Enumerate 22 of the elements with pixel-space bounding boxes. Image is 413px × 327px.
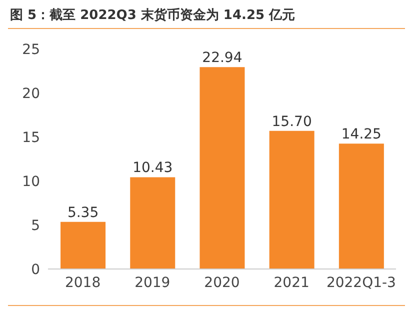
data-label: 5.35 bbox=[67, 204, 99, 221]
x-tick-label: 2020 bbox=[204, 274, 240, 291]
y-tick-label: 0 bbox=[31, 262, 40, 278]
bar bbox=[338, 144, 384, 269]
data-label: 22.94 bbox=[202, 50, 242, 66]
x-tick-label: 2022Q1-3 bbox=[326, 274, 396, 291]
x-tick-label: 2019 bbox=[134, 274, 170, 291]
bar bbox=[60, 222, 106, 269]
x-tick-label: 2021 bbox=[274, 274, 310, 291]
y-tick-label: 15 bbox=[22, 130, 40, 146]
data-label: 14.25 bbox=[341, 126, 382, 143]
x-tick-label: 2018 bbox=[64, 274, 101, 291]
y-tick-label: 20 bbox=[22, 86, 40, 102]
data-label: 15.70 bbox=[272, 114, 312, 130]
bar bbox=[269, 130, 314, 269]
y-tick-label: 25 bbox=[22, 42, 40, 58]
y-tick-label: 10 bbox=[22, 174, 40, 190]
bar bbox=[200, 67, 245, 269]
y-tick-label: 5 bbox=[31, 218, 40, 234]
data-label: 10.43 bbox=[132, 160, 173, 176]
bar bbox=[130, 177, 176, 269]
chart-title: 图 5：截至 2022Q3 末货币资金为 14.25 亿元 bbox=[9, 6, 296, 25]
